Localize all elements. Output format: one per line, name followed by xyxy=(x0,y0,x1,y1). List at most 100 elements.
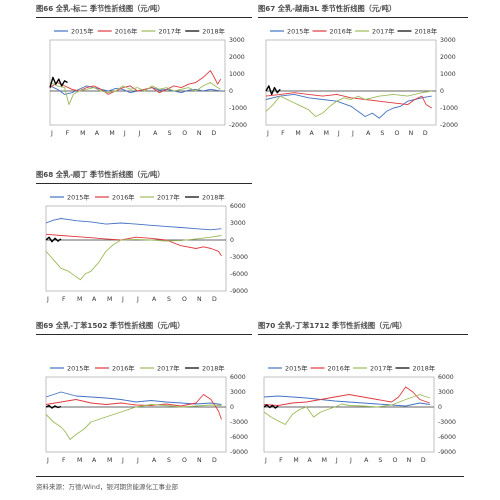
x-tick-label: A xyxy=(364,457,369,464)
y-tick-label: -6000 xyxy=(438,434,456,441)
plot-frame xyxy=(45,205,227,292)
x-tick-label: M xyxy=(324,130,329,137)
x-tick-label: D xyxy=(211,130,216,137)
series-line-2017年 xyxy=(265,90,432,117)
y-tick-label: -1000 xyxy=(440,105,458,112)
chart-panel-66: 图66 全乳-标二 季节性折线图（元/吨） 2015年 2016年 2017年 201… xyxy=(36,4,252,154)
series-line-2016年 xyxy=(263,386,430,406)
y-tick-label: -3000 xyxy=(230,419,248,426)
x-tick-label: J xyxy=(351,130,354,137)
title-divider xyxy=(36,334,252,335)
y-tick-label: 6000 xyxy=(230,374,246,381)
series-line-2018年 xyxy=(265,85,281,96)
legend-label: 2018年 xyxy=(202,364,225,373)
seasonal-line-chart: 2015年 2016年 2017年 2018年3000200010000-1000-2… xyxy=(49,27,247,137)
legend-label: 2015年 xyxy=(67,364,90,373)
x-tick-label: A xyxy=(152,457,157,464)
plot-frame xyxy=(49,39,226,126)
x-tick-label: J xyxy=(46,296,49,303)
chart-panel-68: 图68 全乳-顺丁 季节性折线图（元/吨） 2015年 2016年 2017年 201… xyxy=(36,170,252,320)
x-tick-label: J xyxy=(264,457,267,464)
y-tick-label: -9000 xyxy=(230,288,248,295)
series-line-2018年 xyxy=(45,236,62,243)
y-tick-label: 0 xyxy=(230,237,234,244)
x-tick-label: A xyxy=(308,457,313,464)
title-divider xyxy=(258,334,468,335)
x-tick-label: A xyxy=(92,296,97,303)
x-tick-label: D xyxy=(421,457,426,464)
seasonal-line-chart: 2015年 2016年 2017年 2018年 6000 3000 0 -3000 -6000 -… xyxy=(45,193,248,303)
chart-panel-69: 图69 全乳-丁苯1502 季节性折线图（元/吨） 2015年 2016年 2017… xyxy=(36,321,252,471)
legend-label: 2017年 xyxy=(372,27,395,36)
x-tick-label: J xyxy=(335,457,338,464)
legend-label: 2016年 xyxy=(330,27,353,36)
x-tick-label: F xyxy=(66,130,70,137)
x-tick-label: M xyxy=(322,457,327,464)
x-tick-label: F xyxy=(281,130,285,137)
series-line-2015年 xyxy=(265,93,432,119)
x-tick-label: D xyxy=(212,296,217,303)
x-tick-label: J xyxy=(136,457,139,464)
x-tick-label: J xyxy=(266,130,269,137)
x-tick-label: M xyxy=(109,130,114,137)
x-tick-label: D xyxy=(212,457,217,464)
legend-label: 2015年 xyxy=(285,364,308,373)
x-tick-label: J xyxy=(136,296,139,303)
series-line-2018年 xyxy=(45,404,62,409)
legend-label: 2016年 xyxy=(328,364,351,373)
x-tick-label: J xyxy=(337,130,340,137)
legend-label: 2018年 xyxy=(415,27,438,36)
y-tick-label: 1000 xyxy=(440,71,456,78)
x-tick-label: F xyxy=(62,457,66,464)
x-tick-label: M xyxy=(77,296,82,303)
legend-label: 2015年 xyxy=(71,27,94,36)
x-tick-label: J xyxy=(50,130,53,137)
y-tick-label: 6000 xyxy=(438,374,454,381)
y-tick-label: -2000 xyxy=(440,122,458,129)
seasonal-line-chart: 2015年 2016年 2017年 2018年3000200010000-1000-2… xyxy=(265,27,458,137)
y-tick-label: 0 xyxy=(438,404,442,411)
x-tick-label: M xyxy=(295,130,300,137)
x-tick-label: M xyxy=(293,457,298,464)
x-tick-label: A xyxy=(152,296,157,303)
x-tick-label: J xyxy=(138,130,141,137)
y-tick-label: 3000 xyxy=(230,389,246,396)
series-line-2018年 xyxy=(49,76,68,88)
x-tick-label: O xyxy=(182,457,187,464)
plot-frame xyxy=(265,39,437,126)
series-line-2017年 xyxy=(49,82,221,106)
x-tick-label: M xyxy=(80,130,85,137)
x-tick-label: F xyxy=(279,457,283,464)
x-tick-label: J xyxy=(121,296,124,303)
chart-title: 图70 全乳-丁苯1712 季节性折线图（元/吨） xyxy=(258,321,407,330)
legend-label: 2016年 xyxy=(112,193,135,202)
x-tick-label: F xyxy=(62,296,66,303)
x-tick-label: N xyxy=(409,130,414,137)
y-tick-label: 0 xyxy=(230,404,234,411)
y-tick-label: -3000 xyxy=(230,254,248,261)
legend-label: 2017年 xyxy=(159,27,182,36)
y-tick-label: 3000 xyxy=(230,220,246,227)
y-tick-label: -6000 xyxy=(230,434,248,441)
x-tick-label: N xyxy=(197,296,202,303)
x-tick-label: J xyxy=(123,130,126,137)
x-tick-label: N xyxy=(407,457,412,464)
series-line-2016年 xyxy=(45,394,222,420)
footer-divider xyxy=(36,476,464,477)
y-tick-label: 6000 xyxy=(230,203,246,210)
series-line-2017年 xyxy=(263,394,430,425)
legend-label: 2015年 xyxy=(67,193,90,202)
series-line-2018年 xyxy=(263,404,279,409)
series-line-2016年 xyxy=(45,233,222,257)
legend-label: 2015年 xyxy=(287,27,310,36)
x-tick-label: S xyxy=(167,296,171,303)
chart-title: 图68 全乳-顺丁 季节性折线图（元/吨） xyxy=(36,170,165,179)
chart-panel-70: 图70 全乳-丁苯1712 季节性折线图（元/吨） 2015年 2016年 2017… xyxy=(258,321,468,471)
series-line-2017年 xyxy=(45,404,222,440)
title-divider xyxy=(36,17,252,18)
x-tick-label: M xyxy=(77,457,82,464)
x-tick-label: S xyxy=(167,457,171,464)
legend-label: 2016年 xyxy=(112,364,135,373)
x-tick-label: A xyxy=(153,130,158,137)
x-tick-label: N xyxy=(197,130,202,137)
